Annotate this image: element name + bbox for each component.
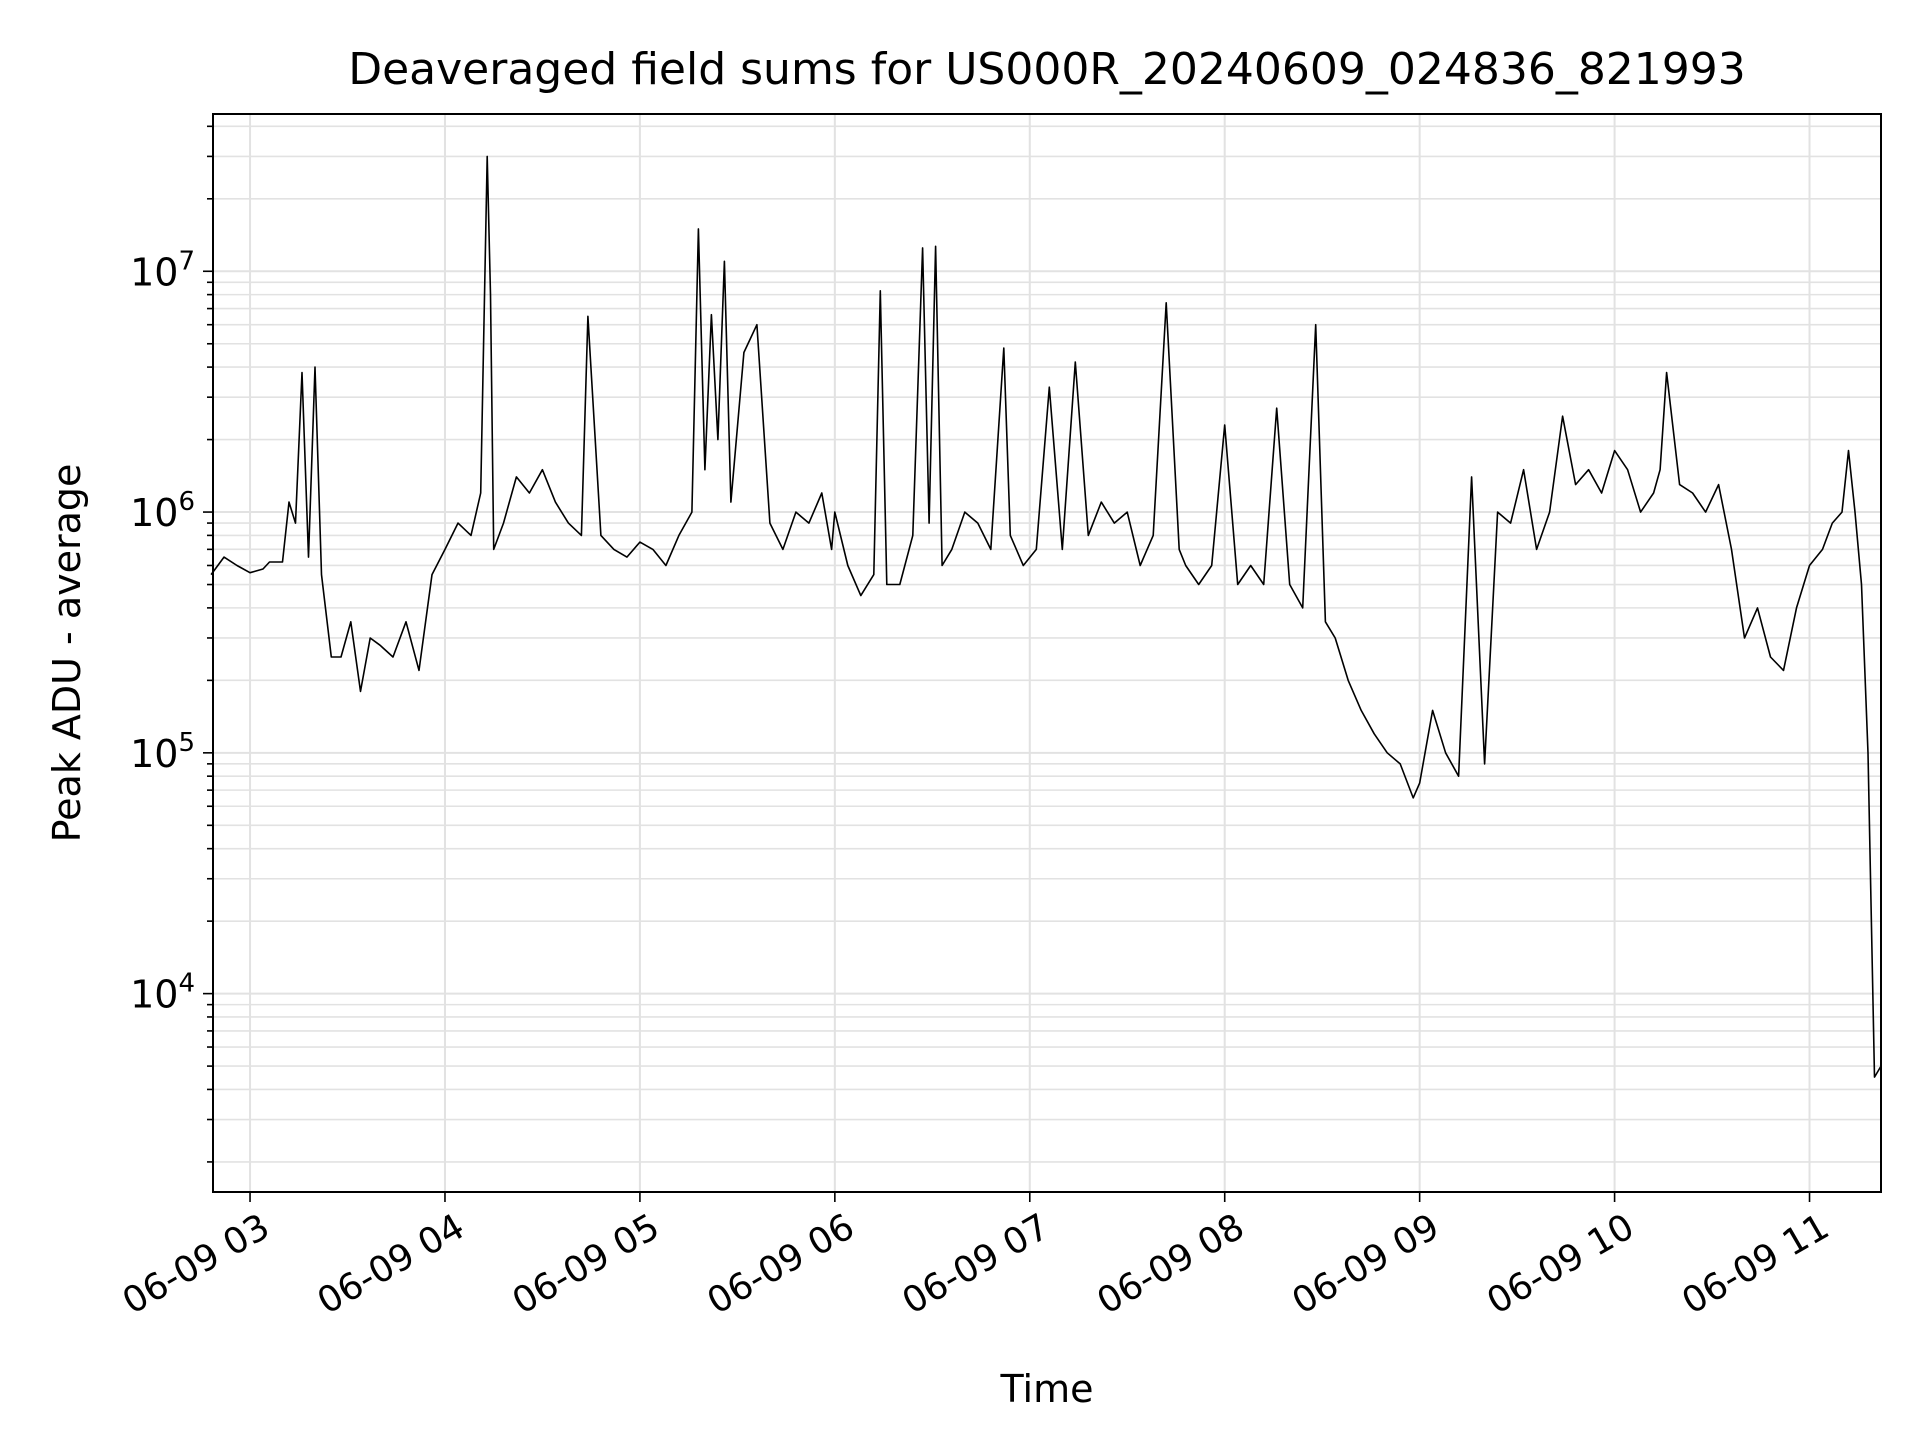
series-layer	[210, 155, 1882, 1078]
plot-frame	[212, 113, 1882, 1193]
y-tick-label: 106	[130, 487, 195, 535]
y-axis: 104 105 106 107	[130, 125, 213, 1163]
chart-title: Deaveraged field sums for US000R_2024060…	[348, 44, 1746, 95]
x-axis-label: Time	[1000, 1367, 1094, 1411]
y-tick-label: 104	[130, 969, 195, 1017]
y-tick-label: 107	[130, 246, 195, 294]
y-axis-label: Peak ADU - average	[45, 464, 89, 843]
y-tick-label: 105	[130, 728, 195, 776]
grid-lines	[213, 114, 1881, 1192]
series-line	[210, 155, 1882, 1078]
